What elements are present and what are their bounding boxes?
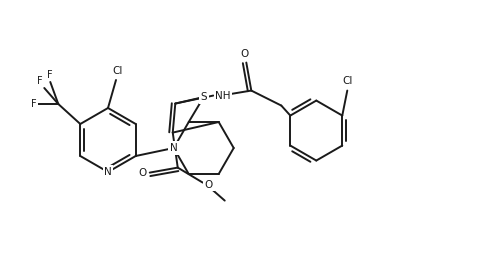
Text: F: F: [31, 99, 36, 109]
Text: O: O: [240, 49, 248, 59]
Text: O: O: [138, 168, 147, 178]
Text: F: F: [37, 76, 42, 86]
Text: Cl: Cl: [113, 66, 123, 76]
Text: Cl: Cl: [342, 76, 353, 86]
Text: N: N: [170, 143, 178, 153]
Text: S: S: [200, 92, 207, 102]
Text: F: F: [48, 70, 53, 80]
Text: N: N: [104, 167, 112, 177]
Text: NH: NH: [215, 90, 231, 100]
Text: O: O: [205, 180, 213, 190]
